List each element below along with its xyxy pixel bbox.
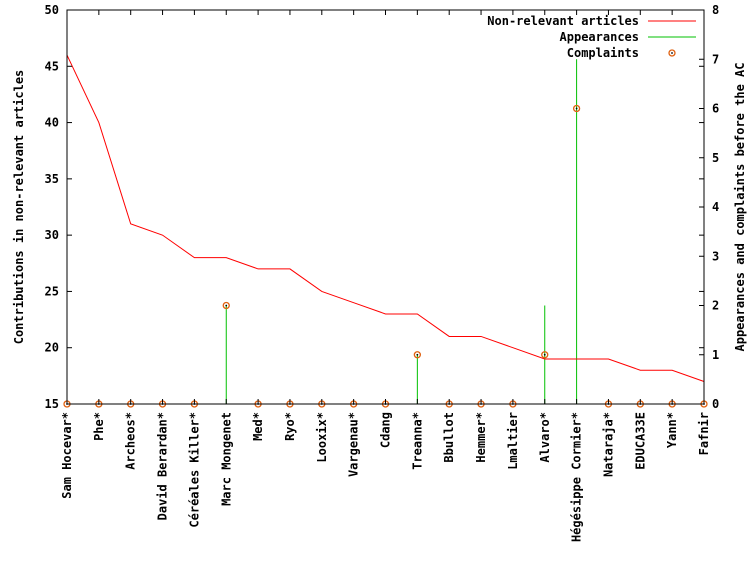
y-tick-label: 20 (45, 341, 59, 355)
complaints-point-center (575, 107, 578, 110)
legend-label: Non-relevant articles (487, 14, 639, 28)
x-tick-label: Phe* (92, 412, 106, 441)
non-relevant-articles-line (66, 54, 705, 382)
x-tick-label: Looxix* (315, 412, 329, 463)
y-tick-label: 40 (45, 116, 59, 130)
x-tick-label: EDUCA33E (633, 412, 647, 470)
x-tick-label: Vargenau* (347, 412, 361, 477)
complaints-point (222, 301, 230, 310)
complaints-point-center (225, 304, 228, 307)
x-tick-label: Treanna* (410, 412, 424, 470)
y-tick-label: 25 (45, 284, 59, 298)
x-tick-label: Céréales Killer* (187, 412, 201, 528)
x-tick-label: Archeos* (124, 412, 138, 470)
y2-tick-label: 3 (712, 249, 719, 263)
x-tick-label: Ryo* (283, 412, 297, 441)
legend-label: Complaints (567, 46, 639, 60)
y-tick-label: 35 (45, 172, 59, 186)
x-tick-label: Sam Hocevar* (60, 412, 74, 499)
x-tick-label: Bbullot (442, 412, 456, 463)
x-tick-label: Nataraja* (601, 412, 615, 477)
legend: Non-relevant articles Appearances Complain… (487, 14, 696, 60)
legend-swatch-center (671, 52, 673, 54)
legend-label: Appearances (560, 30, 639, 44)
x-tick-label: Med* (251, 412, 265, 441)
y-axis-label: Contributions in non-relevant articles (12, 70, 26, 345)
y-tick-label: 45 (45, 59, 59, 73)
x-tick-label: Fafnir (697, 412, 711, 455)
y2-tick-label: 0 (712, 397, 719, 411)
complaints-point (572, 104, 581, 113)
x-tick-label: David Berardan* (156, 412, 170, 520)
complaints-point-center (416, 353, 419, 356)
y-tick-label: 50 (45, 3, 59, 17)
complaints-point (413, 351, 422, 359)
x-tick-label: Marc Mongenet (219, 412, 233, 506)
x-tick-label: Hemmer* (474, 412, 488, 463)
y2-tick-label: 5 (712, 151, 719, 165)
y2-tick-label: 2 (712, 299, 719, 313)
y2-tick-label: 8 (712, 3, 719, 17)
complaints-point (541, 351, 549, 359)
x-tick-label: Cdang (379, 412, 393, 448)
legend-swatch (668, 49, 676, 57)
y-tick-label: 15 (45, 397, 59, 411)
y2-tick-label: 6 (712, 102, 719, 116)
y2-tick-label: 7 (712, 52, 719, 66)
y2-tick-label: 4 (712, 200, 719, 214)
y-tick-label: 30 (45, 228, 59, 242)
y2-axis-label: Appearances and complaints before the AC (733, 63, 747, 352)
y2-tick-label: 1 (712, 348, 719, 362)
complaints-point-center (543, 353, 546, 356)
x-tick-label: Lmaltier (506, 412, 520, 470)
x-tick-label: Yann* (665, 412, 679, 448)
x-tick-label: Hégésippe Cormier* (570, 412, 584, 542)
x-tick-label: Alvaro* (538, 412, 552, 463)
